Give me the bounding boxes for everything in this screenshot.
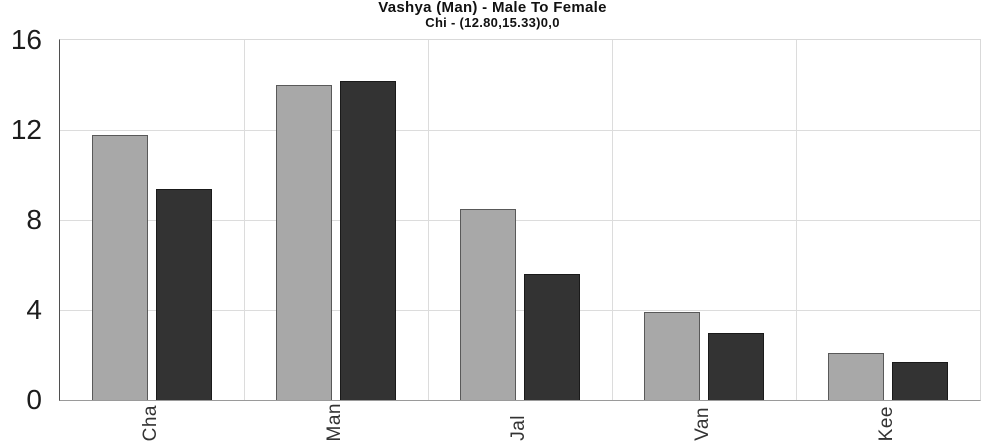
bar-dark-man [340, 80, 396, 400]
bar-dark-kee [892, 361, 948, 400]
bar-gray-cha [92, 134, 148, 400]
bar-dark-cha [156, 188, 212, 400]
v-gridline [244, 40, 245, 400]
bar-gray-kee [828, 352, 884, 400]
y-tick-label: 16 [10, 24, 42, 55]
x-tick-label-kee: Kee [876, 405, 897, 441]
bar-dark-jal [524, 274, 580, 400]
bar-gray-van [644, 312, 700, 400]
y-tick-label: 0 [26, 384, 42, 415]
h-gridline [60, 310, 980, 311]
h-gridline [60, 220, 980, 221]
bar-gray-jal [460, 208, 516, 400]
chart-subtitle: Chi - (12.80,15.33)0,0 [425, 15, 560, 30]
x-tick-label-jal: Jal [508, 415, 529, 441]
x-tick-label-van: Van [692, 407, 713, 441]
y-tick-label: 4 [26, 294, 42, 325]
v-gridline [796, 40, 797, 400]
bar-dark-van [708, 332, 764, 400]
x-tick-label-man: Man [324, 402, 345, 441]
chart-title: Vashya (Man) - Male To Female [378, 0, 607, 16]
v-gridline [612, 40, 613, 400]
y-tick-label: 12 [10, 114, 42, 145]
v-gridline [428, 40, 429, 400]
plot-area [59, 39, 981, 401]
h-gridline [60, 130, 980, 131]
y-tick-label: 8 [26, 204, 42, 235]
bar-gray-man [276, 85, 332, 400]
x-tick-label-cha: Cha [140, 404, 161, 441]
